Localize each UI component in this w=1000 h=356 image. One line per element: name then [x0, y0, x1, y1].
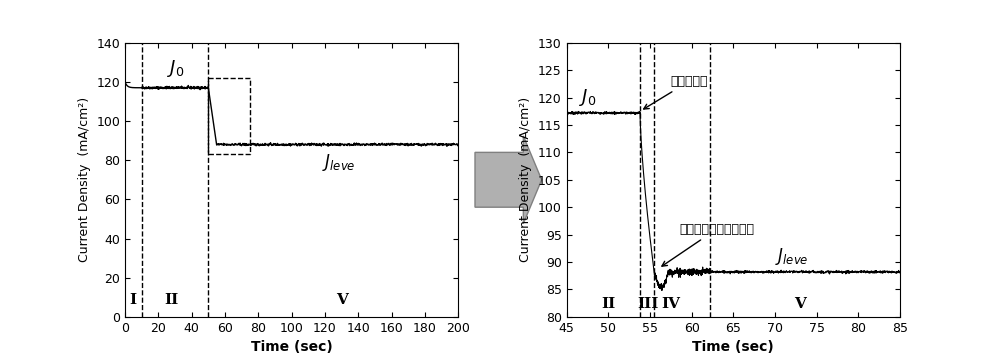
Text: II: II — [165, 293, 179, 307]
Text: II: II — [601, 297, 615, 312]
X-axis label: Time (sec): Time (sec) — [692, 340, 774, 354]
Y-axis label: Current Density  (mA/cm²): Current Density (mA/cm²) — [78, 97, 91, 262]
Text: V: V — [336, 293, 348, 307]
Y-axis label: Current Density  (mA/cm²): Current Density (mA/cm²) — [519, 97, 532, 262]
Text: $J_{leve}$: $J_{leve}$ — [322, 152, 355, 173]
Text: $J_{leve}$: $J_{leve}$ — [775, 246, 809, 267]
Text: V: V — [794, 297, 806, 312]
Text: III: III — [638, 297, 659, 312]
Text: 注射整平剂: 注射整平剂 — [644, 75, 708, 109]
Text: 整平剂扩散至工作电极: 整平剂扩散至工作电极 — [662, 222, 754, 266]
Text: IV: IV — [661, 297, 680, 312]
Text: $J_0$: $J_0$ — [579, 87, 597, 108]
Text: $J_0$: $J_0$ — [167, 58, 184, 79]
Text: I: I — [130, 293, 137, 307]
FancyArrow shape — [475, 136, 542, 224]
X-axis label: Time (sec): Time (sec) — [251, 340, 333, 354]
